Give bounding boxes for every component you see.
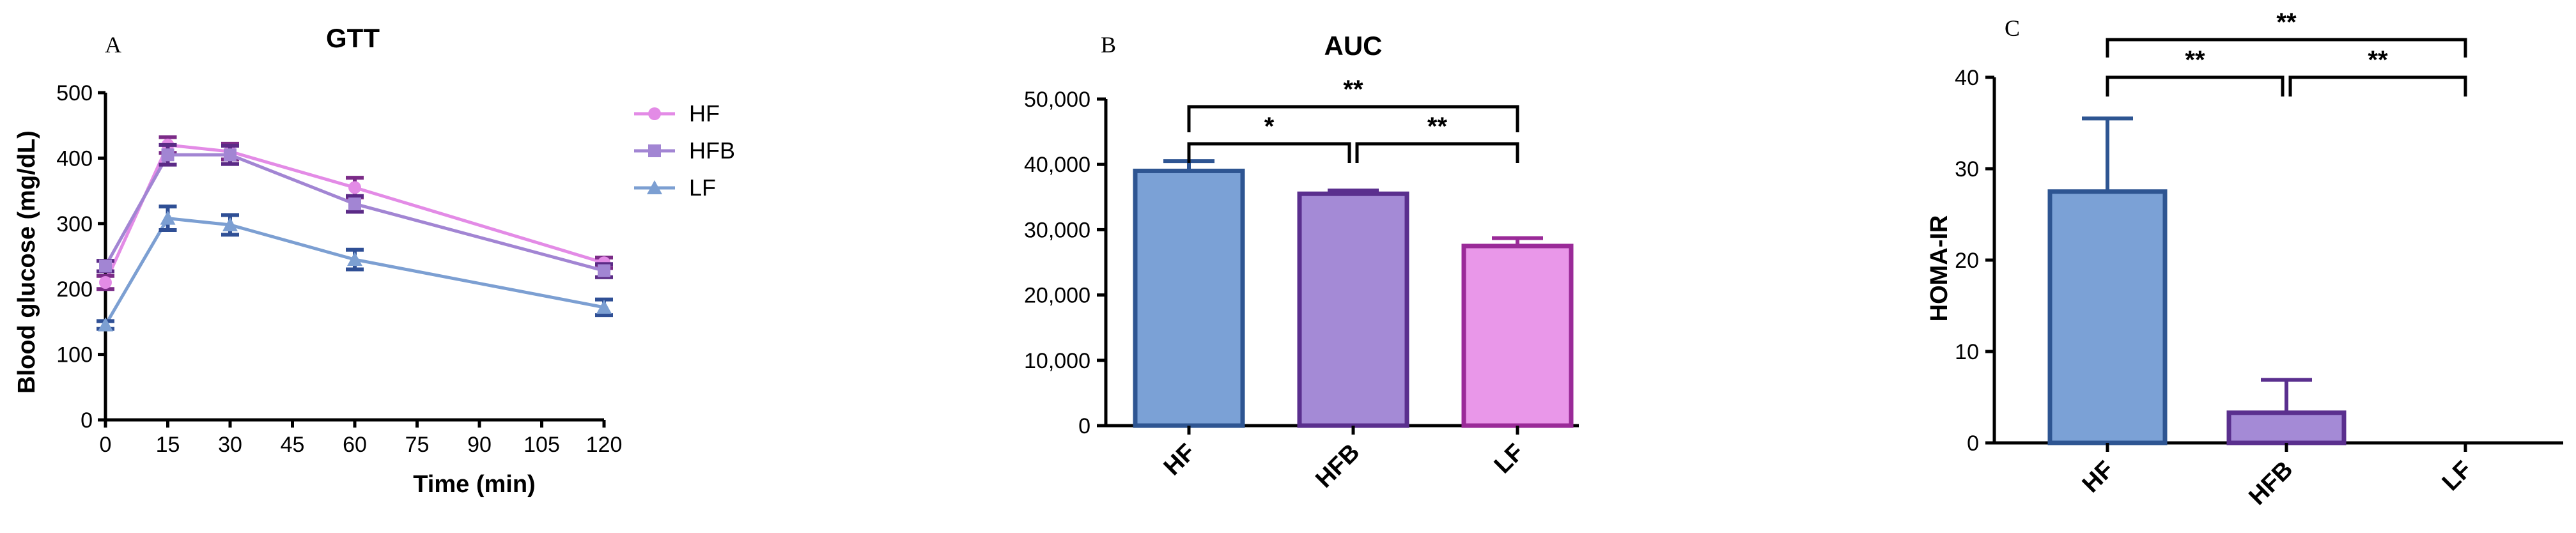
panel-a-x-tick-label: 15 — [156, 433, 180, 457]
panel-a-y-tick-label: 400 — [56, 146, 93, 171]
panel-c-significance-2-label: ** — [2368, 46, 2388, 74]
panel-c-error-bar — [2082, 116, 2133, 192]
panel-a-data-point — [348, 197, 361, 211]
panel-b-bar-hf — [1133, 168, 1245, 428]
panel-a-x-tick-label: 0 — [100, 433, 112, 457]
panel-c-homa-ir-chart: C HOMA-IR 0 10 20 30 40 HF HFB LF ** ** ** — [1926, 8, 2563, 511]
panel-c-y-tick-label: 40 — [1955, 66, 1979, 90]
panel-a-legend-label: HF — [689, 100, 720, 127]
panel-b-title: AUC — [1324, 31, 1383, 61]
panel-c-error-bar — [2261, 378, 2312, 413]
panel-b-auc-chart: B AUC 0 10,000 20,000 30,000 40,000 50,000 HF H… — [1024, 31, 1579, 493]
panel-c-y-axis-label: HOMA-IR — [1926, 215, 1953, 322]
panel-a-data-point — [348, 181, 361, 194]
panel-a-series-line — [104, 216, 605, 326]
panel-c-y-tick-label: 30 — [1955, 157, 1979, 182]
panel-b-x-tick-label: HFB — [1310, 439, 1365, 493]
panel-a-x-tick-label: 75 — [405, 433, 430, 457]
panel-a-y-tick-label: 100 — [56, 343, 93, 367]
panel-b-y-tick-label: 50,000 — [1024, 88, 1090, 112]
panel-b-bar-lf — [1461, 243, 1574, 428]
panel-b-y-tick-label: 40,000 — [1024, 153, 1090, 177]
panel-c-bar-hf — [2047, 189, 2168, 445]
panel-a-data-point — [598, 264, 610, 277]
panel-a-data-point — [347, 252, 362, 266]
panel-a-gtt-chart: A GTT Time (min) Blood glucose (mg/dL) 0… — [13, 23, 735, 498]
panel-a-y-tick-label: 300 — [56, 212, 93, 236]
panel-a-y-axis-label: Blood glucose (mg/dL) — [13, 130, 40, 394]
panel-c-significance-2-line — [2288, 75, 2467, 97]
panel-a-x-axis-label: Time (min) — [413, 471, 535, 498]
panel-c-bar-hfb — [2226, 410, 2347, 445]
panel-b-significance-0-line — [1187, 105, 1519, 132]
panel-c-y-tick-label: 0 — [1967, 431, 1979, 456]
panel-c-letter: C — [2005, 15, 2020, 41]
panel-a-x-tick-label: 120 — [586, 433, 623, 457]
panel-c-significance-1-label: ** — [2185, 46, 2205, 74]
panel-a-x-tick-label: 30 — [218, 433, 242, 457]
panel-c-y-tick-label: 10 — [1955, 340, 1979, 364]
panel-b-significance-0-label: ** — [1343, 75, 1363, 104]
panel-a-data-point — [596, 299, 612, 314]
panel-a-legend-label: HFB — [689, 137, 735, 164]
panel-a-data-point — [160, 210, 176, 225]
panel-a-x-tick-label: 60 — [343, 433, 367, 457]
panel-b-significance-2-label: ** — [1427, 112, 1448, 141]
panel-c-significance-1-line — [2106, 75, 2285, 97]
panel-b-significance-2-line — [1355, 142, 1519, 163]
panel-a-data-point — [224, 148, 237, 162]
panel-b-x-tick-label: HF — [1159, 439, 1201, 481]
panel-c-significance-0-label: ** — [2276, 8, 2297, 36]
panel-b-significance-1-line — [1187, 142, 1351, 163]
panel-b-y-tick-label: 0 — [1078, 414, 1090, 438]
panel-a-letter: A — [105, 32, 121, 58]
panel-a-y-tick-label: 500 — [56, 81, 93, 105]
panel-b-significance-1-label: * — [1264, 112, 1275, 141]
panel-c-x-tick-label: HF — [2077, 456, 2120, 498]
panel-a-title: GTT — [326, 23, 380, 53]
panel-c-x-tick-label: LF — [2437, 456, 2478, 497]
panel-a-y-tick-label: 0 — [81, 408, 93, 433]
panel-a-data-point — [222, 217, 238, 231]
panel-b-y-tick-label: 20,000 — [1024, 284, 1090, 308]
panel-a-x-tick-label: 45 — [281, 433, 305, 457]
panel-a-legend-marker — [648, 107, 661, 120]
panel-b-x-tick-label: LF — [1489, 439, 1530, 479]
panel-b-y-tick-label: 10,000 — [1024, 349, 1090, 373]
panel-a-legend-marker — [648, 144, 661, 157]
panel-a-legend-label: LF — [689, 174, 716, 201]
panel-b-y-tick-label: 30,000 — [1024, 218, 1090, 242]
panel-b-bar-hfb — [1297, 191, 1409, 428]
panel-a-y-tick-label: 200 — [56, 277, 93, 302]
panel-a-legend-marker — [647, 180, 662, 194]
panel-a-data-point — [99, 259, 112, 273]
panel-a-x-tick-label: 90 — [467, 433, 492, 457]
panel-a-x-tick-label: 105 — [524, 433, 560, 457]
panel-a-series-hfb — [97, 143, 613, 279]
panel-c-y-tick-label: 20 — [1955, 249, 1979, 273]
panel-c-significance-0-line — [2106, 38, 2467, 58]
panel-a-series-lf — [97, 205, 613, 332]
panel-a-data-point — [98, 317, 113, 332]
panel-b-letter: B — [1101, 32, 1116, 58]
panel-a-data-point — [161, 148, 175, 162]
panel-c-x-tick-label: HFB — [2244, 456, 2298, 511]
panel-a-data-point — [99, 275, 112, 289]
